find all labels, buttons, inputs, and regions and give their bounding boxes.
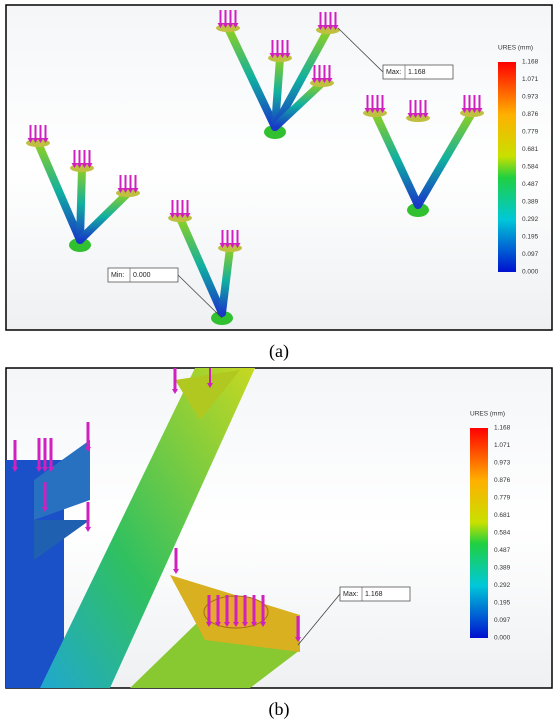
legend-title: URES (mm) <box>470 411 505 418</box>
legend-label: 0.973 <box>522 94 539 101</box>
legend-label: 1.071 <box>494 442 511 449</box>
legend-label: 1.168 <box>494 425 511 432</box>
legend-label: 1.071 <box>522 76 539 83</box>
figure: URES (mm) 1.168 1.071 0.973 0.876 0.779 0.681 0… <box>0 0 558 722</box>
legend-label: 0.389 <box>494 565 511 572</box>
panel-a: URES (mm) 1.168 1.071 0.973 0.876 0.779 0.681 0… <box>6 5 552 330</box>
legend-label: 0.876 <box>494 477 511 484</box>
legend-label: 0.487 <box>522 181 539 188</box>
annotation-value: 0.000 <box>133 272 151 279</box>
annotation-label: Max: <box>386 69 401 76</box>
annotation-label: Min: <box>111 272 124 279</box>
legend-label: 0.195 <box>494 600 511 607</box>
legend-label: 0.584 <box>522 164 539 171</box>
legend-label: 0.779 <box>522 129 539 136</box>
legend-label: 1.168 <box>522 59 539 66</box>
legend-title: URES (mm) <box>498 45 533 52</box>
caption: (a) <box>269 341 289 362</box>
legend-label: 0.000 <box>494 635 511 642</box>
legend-label: 0.389 <box>522 199 539 206</box>
legend-label: 0.876 <box>522 111 539 118</box>
annotation-value: 1.168 <box>365 591 383 598</box>
legend-label: 0.292 <box>494 582 511 589</box>
legend-label: 0.681 <box>522 146 539 153</box>
caption: (b) <box>269 699 290 720</box>
legend-label: 0.779 <box>494 495 511 502</box>
legend-label: 0.292 <box>522 216 539 223</box>
legend-label: 0.973 <box>494 460 511 467</box>
panel-b: URES (mm) 1.168 1.071 0.973 0.876 0.779 0.681 0… <box>6 368 552 688</box>
legend-label: 0.000 <box>522 269 539 276</box>
legend-label: 0.487 <box>494 547 511 554</box>
annotation-value: 1.168 <box>408 69 426 76</box>
legend-label: 0.195 <box>522 234 539 241</box>
annotation-label: Max: <box>343 591 358 598</box>
legend-label: 0.097 <box>494 617 511 624</box>
branch <box>80 168 82 240</box>
legend-label: 0.097 <box>522 251 539 258</box>
color-bar <box>498 62 516 272</box>
legend-label: 0.681 <box>494 512 511 519</box>
legend-label: 0.584 <box>494 530 511 537</box>
color-bar <box>470 428 488 638</box>
